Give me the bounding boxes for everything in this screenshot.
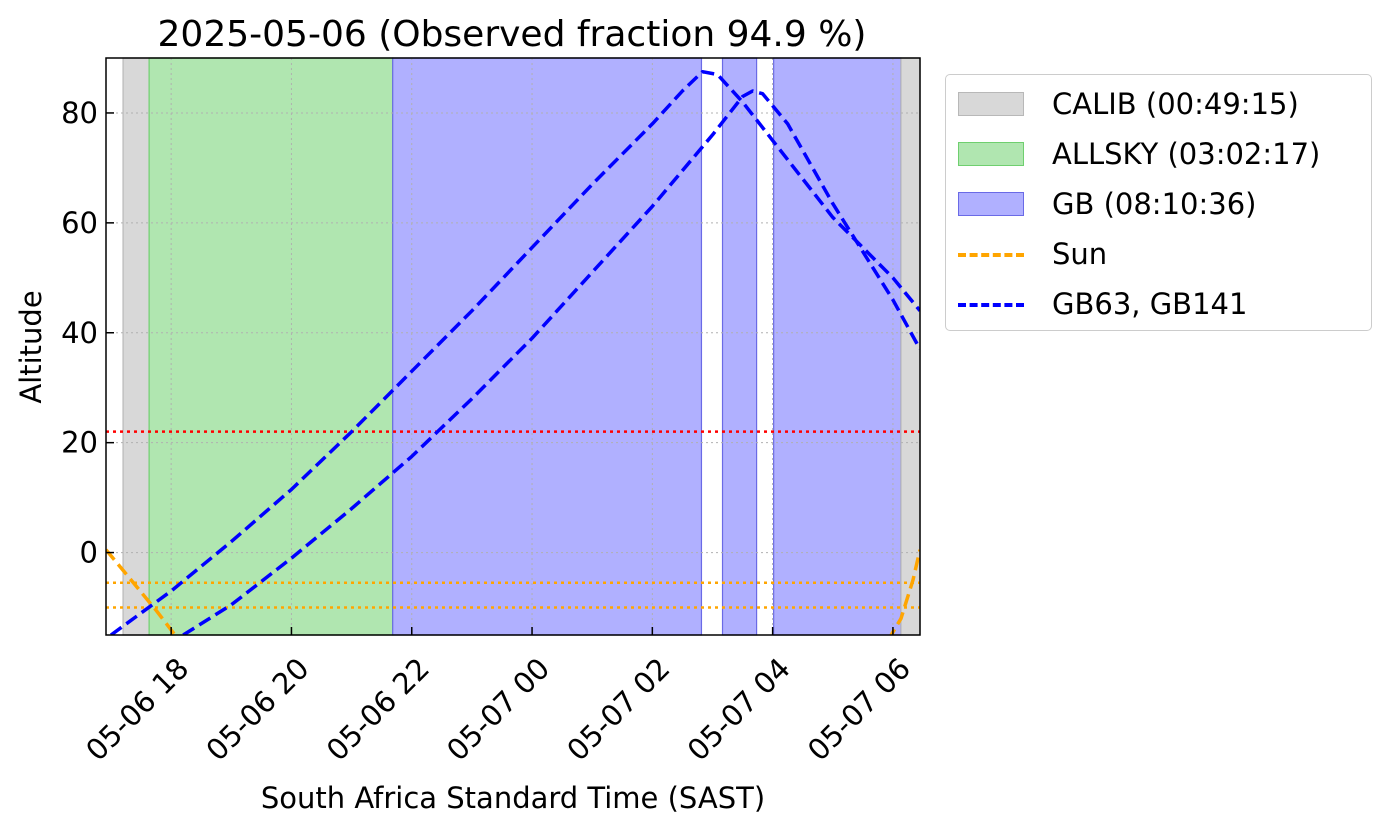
series-lines [106,69,920,635]
observation-spans [122,57,921,636]
y-tick-label-1: 20 [61,426,98,460]
x-tick-label-4: 05-07 02 [560,651,676,767]
legend-swatch-gb [958,192,1024,216]
x-axis-label: South Africa Standard Time (SAST) [261,781,765,815]
series-sun-0-0 [106,548,178,635]
series-gb_line-2-0 [182,89,920,635]
y-tick-label-4: 80 [61,96,98,130]
x-tick-label-6: 05-07 06 [801,651,917,767]
x-tick-label-5: 05-07 04 [681,651,797,767]
legend: CALIB (00:49:15) ALLSKY (03:02:17) GB (08:… [945,74,1372,331]
grid [106,58,920,635]
y-tick-label-2: 40 [61,316,98,350]
y-axis-label: Altitude [14,290,48,403]
legend-item-calib: CALIB (00:49:15) [946,85,1373,125]
span-allsky-1 [148,57,394,636]
legend-item-sun: Sun [946,235,1373,275]
span-gb-2 [392,57,703,636]
limit-lines [106,430,920,609]
legend-label-allsky: ALLSKY (03:02:17) [1052,137,1321,171]
legend-item-gb_line: GB63, GB141 [946,285,1373,325]
legend-swatch-calib [958,92,1024,116]
span-gb-3 [721,57,758,636]
y-tick-label-0: 0 [80,536,98,570]
legend-item-allsky: ALLSKY (03:02:17) [946,135,1373,175]
legend-label-sun: Sun [1052,237,1108,271]
x-tick-label-2: 05-06 22 [320,651,436,767]
span-calib-0 [122,57,150,636]
x-tick-label-0: 05-06 18 [79,651,195,767]
chart-title: 2025-05-06 (Observed fraction 94.9 %) [158,14,867,55]
legend-label-gb: GB (08:10:36) [1052,187,1257,221]
y-tick-label-3: 60 [61,206,98,240]
span-calib-5 [900,57,921,636]
legend-swatch-gb_line [958,303,1024,307]
span-gb-4 [773,57,902,636]
plot-frame [105,57,921,636]
legend-label-gb_line: GB63, GB141 [1052,287,1248,321]
series-sun-0-1 [889,549,920,635]
series-gb_line-1-0 [109,69,920,635]
x-tick-label-3: 05-07 00 [440,651,556,767]
legend-swatch-allsky [958,142,1024,166]
x-tick-label-1: 05-06 20 [199,651,315,767]
legend-swatch-sun [958,253,1024,257]
legend-label-calib: CALIB (00:49:15) [1052,87,1299,121]
legend-item-gb: GB (08:10:36) [946,185,1373,225]
